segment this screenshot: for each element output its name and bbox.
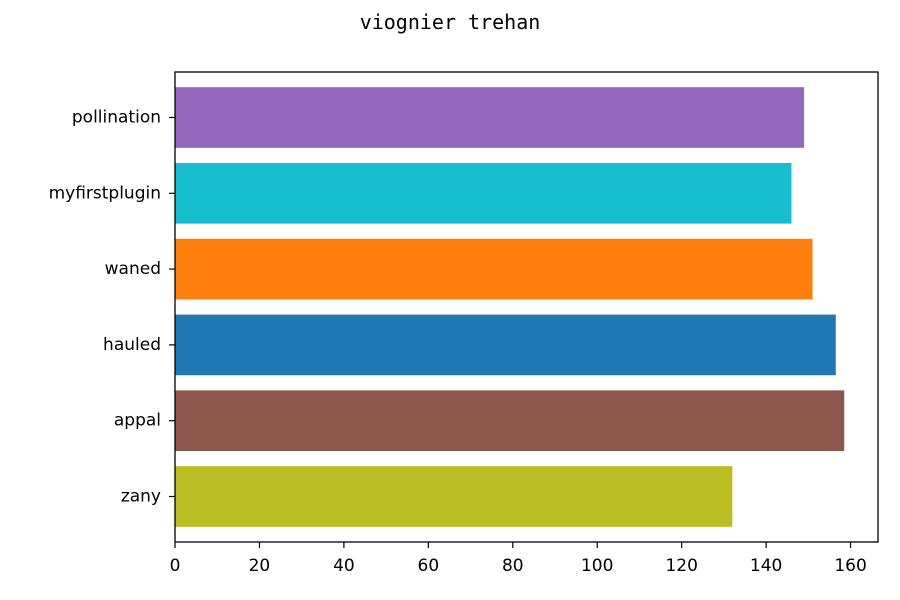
chart-title: viognier trehan [359, 10, 541, 34]
bar-myfirstplugin [175, 162, 792, 224]
x-tick-label-40: 40 [333, 556, 355, 576]
y-tick-label-zany: zany [121, 487, 161, 507]
x-tick-label-0: 0 [170, 556, 181, 576]
x-tick-label-80: 80 [502, 556, 524, 576]
bar-appal [175, 390, 845, 452]
x-tick-label-140: 140 [750, 556, 782, 576]
x-tick-label-100: 100 [581, 556, 613, 576]
bar-hauled [175, 314, 836, 376]
x-tick-label-160: 160 [834, 556, 866, 576]
plot-frame [174, 71, 879, 543]
y-tick-label-waned: waned [105, 259, 161, 279]
y-tick-label-hauled: hauled [103, 335, 161, 355]
bar-pollination [175, 87, 805, 148]
y-tick-label-pollination: pollination [72, 107, 161, 127]
x-tick-label-120: 120 [665, 556, 697, 576]
x-tick-label-20: 20 [249, 556, 271, 576]
x-tick-label-60: 60 [418, 556, 440, 576]
bar-waned [175, 238, 813, 300]
bar-zany [175, 466, 733, 527]
y-tick-label-myfirstplugin: myfirstplugin [49, 183, 161, 203]
y-tick-label-appal: appal [114, 411, 161, 431]
